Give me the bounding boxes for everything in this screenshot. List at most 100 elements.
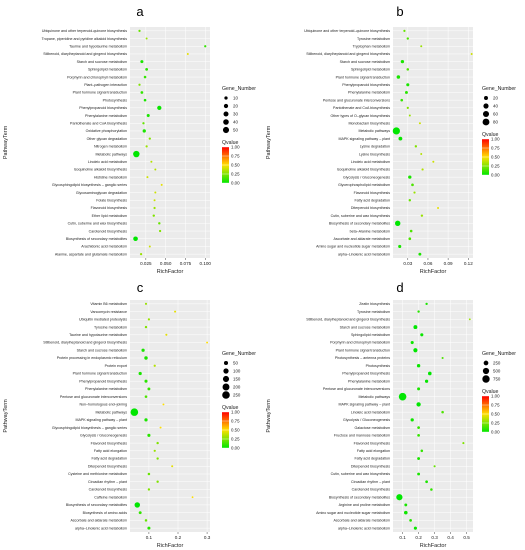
category-label: Galactose metabolism <box>354 426 390 430</box>
plot-background <box>393 300 473 532</box>
data-point <box>153 206 156 210</box>
color-legend-title: Qvalue <box>482 132 499 138</box>
category-label: Phenylpropanoid biosynthesis <box>79 106 127 110</box>
data-point <box>140 91 144 94</box>
data-point <box>130 408 139 416</box>
data-point <box>142 129 146 133</box>
color-legend-label: 0.25 <box>491 421 500 426</box>
panel-b: b Ubiquinone and other terpenoid–quinone … <box>266 4 516 275</box>
size-legend-label: 10 <box>233 96 238 101</box>
category-label: Oxidative phosphorylation <box>86 129 127 133</box>
color-legend-label: 0.00 <box>231 181 240 186</box>
category-label: Porphyrin and chlorophyll metabolism <box>67 75 127 79</box>
category-label: Phenylalanine metabolism <box>85 387 127 391</box>
category-label: Plant hormone signal transduction <box>73 91 127 95</box>
data-point <box>425 302 428 306</box>
size-legend-label: 100 <box>233 369 241 374</box>
data-point <box>404 510 408 515</box>
data-point <box>408 175 412 179</box>
color-legend-label: 0.25 <box>231 172 240 177</box>
size-legend-marker <box>482 118 490 126</box>
x-tick-label: 0.2 <box>415 535 422 540</box>
category-label: Plant hormone signal transduction <box>336 75 390 79</box>
data-point <box>441 410 444 414</box>
size-legend-label: 80 <box>493 120 498 125</box>
data-point <box>437 206 440 209</box>
category-label: Metabolic pathways <box>358 129 390 133</box>
data-point <box>408 199 411 202</box>
data-point <box>413 191 416 194</box>
size-legend-title: Gene_Number <box>482 86 516 92</box>
category-label: Starch and sucrose metabolism <box>340 325 390 329</box>
category-label: Stilbenoid, diarylheptanoid and gingerol… <box>306 318 390 322</box>
data-point <box>420 449 424 453</box>
category-label: Starch and sucrose metabolism <box>77 348 127 352</box>
data-point <box>146 114 150 118</box>
size-legend-label: 30 <box>233 112 238 117</box>
color-legend-title: Qvalue <box>482 389 499 395</box>
data-point <box>158 222 161 225</box>
data-point <box>400 59 405 64</box>
category-label: Linoleic acid metabolism <box>351 410 390 414</box>
panel-label: d <box>396 280 403 295</box>
data-point <box>138 29 141 32</box>
data-point <box>143 98 147 102</box>
category-label: Flavonoid biosynthesis <box>354 441 391 445</box>
category-label: Ubiquinone and other terpenoid-quinone b… <box>42 29 127 33</box>
size-legend-marker <box>483 103 489 109</box>
size-legend-label: 20 <box>493 96 498 101</box>
category-label: Biosynthesis of secondary metabolites <box>329 495 390 499</box>
category-label: Diterpenoid biosynthesis <box>351 464 390 468</box>
size-legend-label: 200 <box>233 385 241 390</box>
category-label: Protein processing in endoplasmic reticu… <box>57 356 127 360</box>
data-point <box>143 75 147 79</box>
data-point <box>147 387 151 391</box>
category-label: Isoquinoline alkaloid biosynthesis <box>74 168 127 172</box>
category-label: Sphingolipid metabolism <box>351 68 390 72</box>
x-tick-label: 0.100 <box>199 261 211 266</box>
category-label: Protein export <box>105 364 127 368</box>
data-point <box>144 302 148 305</box>
category-label: Ascorbate and aldarate metabolism <box>333 237 390 241</box>
data-point <box>416 402 421 407</box>
category-label: Glycolysis / Gluconeogenesis <box>80 434 127 438</box>
data-point <box>160 183 163 186</box>
data-point <box>174 310 177 313</box>
x-tick-label: 0.5 <box>463 535 470 540</box>
data-point <box>156 480 159 483</box>
category-label: Fatty acid degradation <box>91 457 127 461</box>
x-tick-label: 0.050 <box>160 261 172 266</box>
data-point <box>144 325 148 329</box>
size-legend-label: 150 <box>233 377 241 382</box>
color-legend-label: 1.00 <box>231 145 240 150</box>
category-label: Folate biosynthesis <box>96 198 127 202</box>
size-legend-label: 50 <box>233 128 238 133</box>
data-point <box>441 356 444 360</box>
panel-a: a Ubiquinone and other terpenoid-quinone … <box>3 4 256 275</box>
color-legend-title: Qvalue <box>222 405 239 411</box>
data-point <box>148 245 151 248</box>
category-label: Sphingolipid metabolism <box>351 333 390 337</box>
data-point <box>413 325 418 330</box>
category-label: Fatty acid elongation <box>94 449 127 453</box>
size-legend-marker <box>223 119 229 125</box>
color-legend-label: 1.00 <box>491 394 500 399</box>
category-label: Phenylpropanoid biosynthesis <box>342 83 390 87</box>
x-axis-title: RichFactor <box>157 543 184 549</box>
data-point <box>186 52 189 55</box>
data-point <box>392 127 400 135</box>
data-point <box>417 472 421 476</box>
category-label: Vitamin B6 metabolism <box>90 302 127 306</box>
category-label: Amino sugar and nucleotide sugar metabol… <box>316 245 390 249</box>
data-point <box>420 333 424 337</box>
data-point <box>430 488 433 491</box>
size-legend-label: 60 <box>493 112 498 117</box>
color-legend-label: 1.00 <box>231 410 240 415</box>
data-point <box>404 90 408 94</box>
data-point <box>406 106 409 109</box>
data-point <box>153 199 156 202</box>
category-label: Porphyrin and chlorophyll metabolism <box>330 341 390 345</box>
category-label: Glycerophospholipid metabolism <box>338 183 390 187</box>
category-label: Fructose and mannose metabolism <box>334 434 390 438</box>
category-label: Phenylalanine metabolism <box>85 114 127 118</box>
